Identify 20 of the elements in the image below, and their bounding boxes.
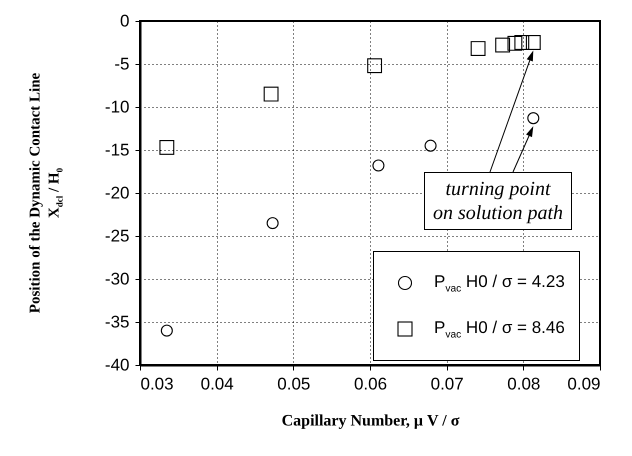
x-tick-label: 0.04	[200, 374, 234, 394]
x-axis-title: Capillary Number, μ V / σ	[282, 412, 460, 430]
y-tick-label: -30	[104, 270, 130, 288]
x-tick-label: 0.08	[507, 374, 540, 394]
y-tick-label: -10	[104, 98, 130, 116]
y-tick-label: -20	[104, 184, 130, 202]
y-tick-label: -15	[104, 140, 130, 160]
y-tick-label: -40	[104, 356, 130, 374]
y-tick-label: -35	[104, 312, 130, 332]
x-tick-label: 0.05	[277, 374, 310, 394]
legend-label: P$_{vac}$ H0 / σ = 4.23	[434, 272, 565, 294]
x-tick-label: 0.03	[140, 374, 174, 394]
x-tick-label: 0.06	[354, 374, 388, 394]
y-tick-label: -5	[114, 54, 130, 74]
annotation: turning point on solution path	[424, 172, 572, 230]
y-tick-label: 0	[120, 12, 130, 30]
legend-label: P$_{vac}$ H0 / σ = 8.46	[434, 318, 565, 340]
y-tick-label: -25	[104, 226, 130, 246]
x-tick-label: 0.07	[430, 374, 464, 394]
x-tick-label: 0.09	[567, 374, 600, 394]
